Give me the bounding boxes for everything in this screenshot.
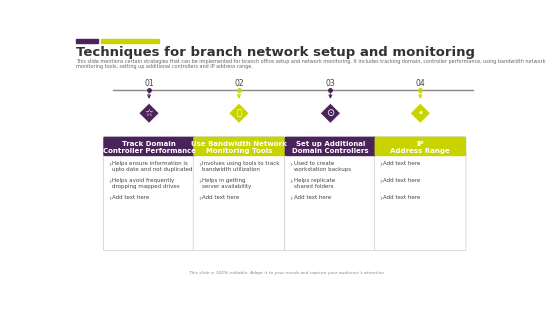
Bar (101, 39, 159, 43)
Text: Add text here: Add text here (384, 195, 421, 200)
Text: IP
Address Range: IP Address Range (390, 140, 450, 154)
Text: Involves using tools to track
bandwidth utilization: Involves using tools to track bandwidth … (202, 161, 279, 172)
Text: Used to create
workstation backups: Used to create workstation backups (293, 161, 351, 172)
Text: 03: 03 (325, 79, 335, 88)
Text: ›: › (290, 195, 293, 204)
Text: 02: 02 (234, 79, 244, 88)
Text: Add text here: Add text here (384, 161, 421, 166)
Text: Track Domain
Controller Performance: Track Domain Controller Performance (102, 140, 195, 154)
Bar (76, 39, 98, 43)
Text: ›: › (380, 178, 382, 187)
Text: This slide mentions certain strategies that can be implemented for branch office: This slide mentions certain strategies t… (76, 59, 545, 69)
Text: ›: › (290, 178, 293, 187)
Text: ›: › (109, 161, 111, 170)
Text: 01: 01 (144, 79, 154, 88)
Text: Use Bandwidth Network
Monitoring Tools: Use Bandwidth Network Monitoring Tools (191, 140, 287, 154)
Text: ›: › (380, 195, 382, 204)
Text: Add text here: Add text here (384, 178, 421, 183)
FancyBboxPatch shape (284, 137, 376, 156)
Text: Add text here: Add text here (202, 195, 239, 200)
Text: Helps replicate
shared folders: Helps replicate shared folders (293, 178, 335, 189)
Text: ›: › (198, 178, 202, 187)
Bar (105, 152, 194, 155)
Text: ›: › (290, 161, 293, 170)
FancyBboxPatch shape (375, 137, 466, 251)
Text: ☆: ☆ (144, 108, 153, 118)
Bar (194, 152, 283, 155)
Text: ›: › (109, 178, 111, 187)
Text: Helps avoid frequently
dropping mapped drives: Helps avoid frequently dropping mapped d… (112, 178, 180, 189)
Text: ⊙: ⊙ (326, 108, 334, 118)
Text: Techniques for branch network setup and monitoring: Techniques for branch network setup and … (76, 46, 475, 59)
Bar (376, 152, 465, 155)
Text: ›: › (198, 161, 202, 170)
Text: Add text here: Add text here (293, 195, 331, 200)
FancyBboxPatch shape (284, 137, 376, 251)
Text: ›: › (380, 161, 382, 170)
Text: •: • (417, 108, 423, 118)
Text: ⎕: ⎕ (236, 109, 241, 118)
Text: Add text here: Add text here (112, 195, 150, 200)
Text: Helps in getting
server availability: Helps in getting server availability (202, 178, 251, 189)
Text: This slide is 100% editable. Adapt it to your needs and capture your audience’s : This slide is 100% editable. Adapt it to… (189, 271, 385, 275)
FancyBboxPatch shape (104, 137, 195, 251)
Text: Helps ensure information is
upto date and not duplicated: Helps ensure information is upto date an… (112, 161, 193, 172)
FancyBboxPatch shape (104, 137, 195, 156)
FancyBboxPatch shape (193, 137, 284, 156)
Text: Set up Additional
Domain Controllers: Set up Additional Domain Controllers (292, 140, 368, 154)
Text: 04: 04 (416, 79, 425, 88)
Polygon shape (410, 103, 431, 123)
FancyBboxPatch shape (193, 137, 284, 251)
Polygon shape (139, 103, 159, 123)
Polygon shape (229, 103, 249, 123)
FancyBboxPatch shape (375, 137, 466, 156)
Bar (286, 152, 375, 155)
Text: ›: › (109, 195, 111, 204)
Text: ›: › (198, 195, 202, 204)
Polygon shape (320, 103, 340, 123)
